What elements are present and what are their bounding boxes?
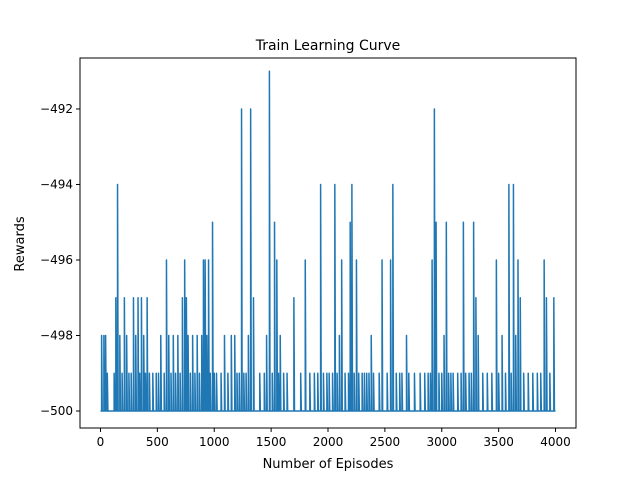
x-tick-label: 3500 [483,435,514,449]
y-tick-label: −492 [40,102,73,116]
y-axis: −500 −498 −496 −494 −492 [40,102,80,418]
x-tick-label: 4000 [540,435,571,449]
x-axis-label: Number of Episodes [263,457,394,472]
plot-area [100,70,556,412]
y-tick-label: −500 [40,404,73,418]
x-tick-label: 1500 [256,435,287,449]
x-tick-label: 2500 [370,435,401,449]
x-axis: 0 500 1000 1500 2000 2500 3000 3500 4000 [97,428,571,449]
x-tick-label: 500 [146,435,169,449]
x-tick-label: 3000 [426,435,457,449]
plot-frame [79,57,577,429]
x-tick-label: 0 [97,435,105,449]
x-tick-label: 1000 [199,435,230,449]
y-axis-label: Rewards [13,216,28,271]
y-tick-label: −496 [40,253,73,267]
x-tick-label: 2000 [313,435,344,449]
series-line-rewards [100,70,556,412]
y-tick-label: −498 [40,329,73,343]
y-tick-label: −494 [40,177,73,191]
chart-title: Train Learning Curve [255,38,401,54]
